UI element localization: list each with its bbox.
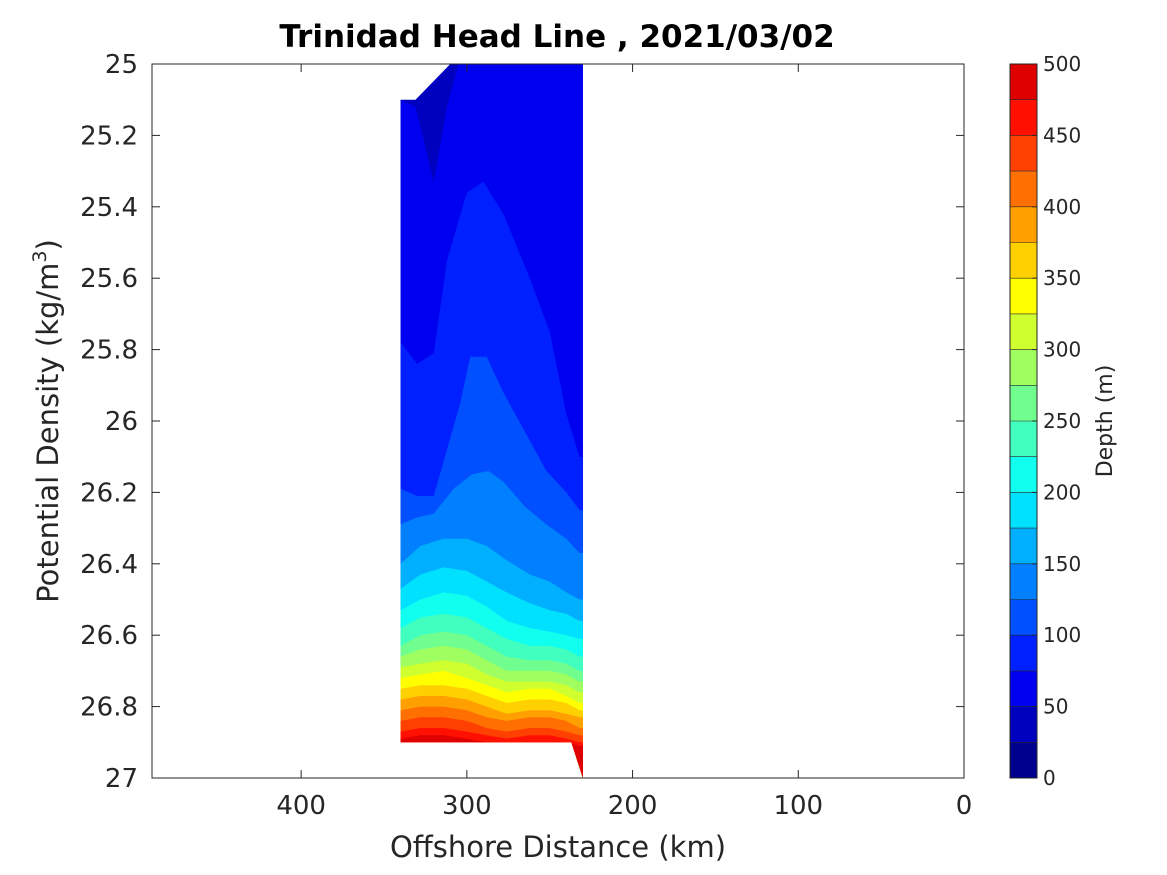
colorbar-tick-label: 400 (1043, 195, 1081, 219)
colorbar-swatch (1010, 135, 1037, 172)
x-tick-label: 200 (608, 791, 658, 821)
y-tick-label: 25.4 (80, 193, 138, 223)
colorbar-swatch (1010, 99, 1037, 136)
colorbar-tick-label: 150 (1043, 552, 1081, 576)
contour-band-475 (400, 735, 583, 778)
colorbar-swatch (1010, 349, 1037, 386)
y-tick-label: 26.8 (80, 693, 138, 723)
x-axis-ticks: 400 300 200 100 0 (276, 64, 972, 821)
y-tick-label: 25.8 (80, 336, 138, 366)
colorbar-swatch (1010, 528, 1037, 564)
y-axis-ticks: 25 25.2 25.4 25.6 25.8 26 26.2 26.4 26.6 26.8 27 (80, 50, 964, 794)
colorbar-tick-label: 300 (1043, 338, 1081, 362)
colorbar-tick-label: 200 (1043, 480, 1081, 504)
colorbar-ticks: 0 50 100 150 200 250 300 350 400 450 500 (1032, 52, 1081, 790)
y-tick-label: 26.6 (80, 621, 138, 651)
y-tick-label: 25 (105, 50, 138, 80)
x-axis-label: Offshore Distance (km) (390, 830, 726, 864)
colorbar-swatch (1010, 456, 1037, 493)
colorbar-swatch (1010, 706, 1037, 743)
contour-fill-layer (400, 64, 583, 778)
colorbar-tick-label: 250 (1043, 409, 1081, 433)
colorbar-swatch (1010, 599, 1037, 636)
colorbar-swatch (1010, 563, 1037, 600)
colorbar-swatch (1010, 278, 1037, 314)
y-axis-label-close: ) (31, 239, 65, 250)
colorbar-tick-label: 450 (1043, 123, 1081, 147)
colorbar-tick-label: 0 (1043, 766, 1056, 790)
colorbar-swatch (1010, 670, 1037, 707)
x-tick-label: 100 (773, 791, 823, 821)
colorbar-tick-label: 500 (1043, 52, 1081, 76)
colorbar-swatch (1010, 742, 1037, 778)
colorbar-tick-label: 100 (1043, 623, 1081, 647)
colorbar-swatch (1010, 64, 1037, 100)
colorbar-swatch (1010, 171, 1037, 207)
chart-title: Trinidad Head Line , 2021/03/02 (279, 19, 834, 55)
colorbar-swatch (1010, 385, 1037, 421)
colorbar-swatch (1010, 635, 1037, 671)
y-tick-label: 26.4 (80, 550, 138, 580)
y-axis-label: Potential Density (kg/m3) (29, 239, 65, 603)
y-tick-label: 26.2 (80, 478, 138, 508)
y-tick-label: 25.2 (80, 121, 138, 151)
colorbar-swatch (1010, 242, 1037, 279)
y-axis-label-main: Potential Density (kg/m (31, 263, 65, 603)
colorbar-label: Depth (m) (1093, 365, 1118, 478)
x-tick-label: 0 (956, 791, 973, 821)
y-tick-label: 25.6 (80, 264, 138, 294)
y-tick-label: 27 (105, 764, 138, 794)
colorbar-swatch (1010, 206, 1037, 243)
y-tick-label: 26 (105, 407, 138, 437)
colorbar-swatch (1010, 421, 1037, 457)
x-tick-label: 300 (442, 791, 492, 821)
colorbar-tick-label: 350 (1043, 266, 1081, 290)
colorbar-swatch (1010, 313, 1037, 350)
y-axis-label-superscript: 3 (29, 250, 51, 262)
x-tick-label: 400 (276, 791, 326, 821)
colorbar-swatch (1010, 492, 1037, 529)
colorbar-tick-label: 50 (1043, 695, 1068, 719)
colorbar (1010, 64, 1037, 778)
